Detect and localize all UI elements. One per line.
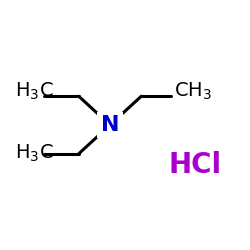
- Text: CH$_3$: CH$_3$: [174, 80, 212, 102]
- Text: N: N: [101, 115, 119, 135]
- Text: H$_3$C: H$_3$C: [15, 80, 54, 102]
- Text: HCl: HCl: [168, 151, 222, 179]
- Text: H$_3$C: H$_3$C: [15, 143, 54, 165]
